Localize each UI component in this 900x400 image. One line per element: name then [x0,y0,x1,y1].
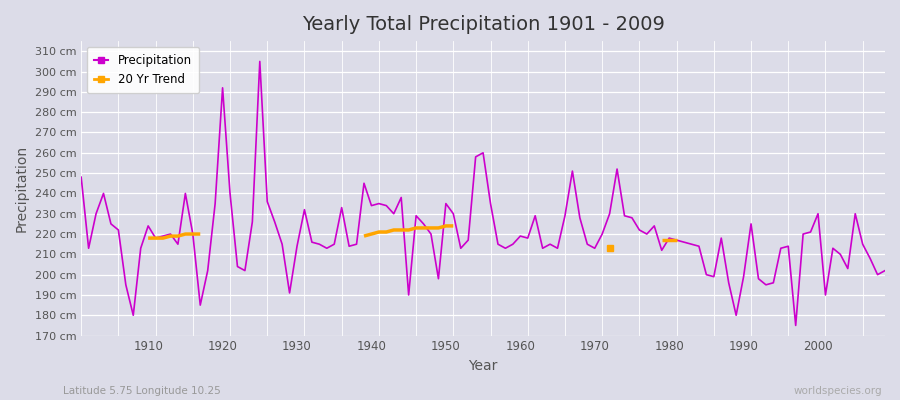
Y-axis label: Precipitation: Precipitation [15,145,29,232]
Title: Yearly Total Precipitation 1901 - 2009: Yearly Total Precipitation 1901 - 2009 [302,15,664,34]
Text: Latitude 5.75 Longitude 10.25: Latitude 5.75 Longitude 10.25 [63,386,220,396]
X-axis label: Year: Year [468,359,498,373]
Legend: Precipitation, 20 Yr Trend: Precipitation, 20 Yr Trend [87,47,199,93]
Text: worldspecies.org: worldspecies.org [794,386,882,396]
